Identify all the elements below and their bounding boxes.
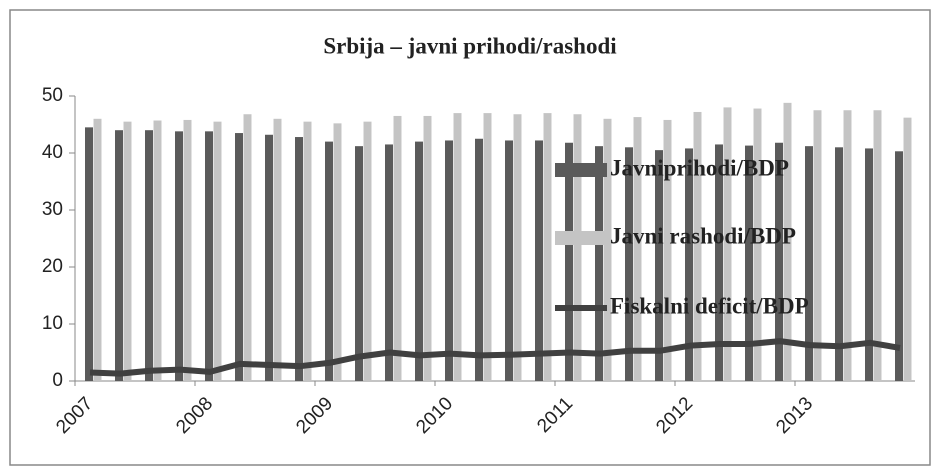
y-tick-label: 20: [42, 256, 63, 277]
bar: [445, 140, 453, 381]
bar: [595, 146, 603, 381]
legend-key: [555, 231, 607, 245]
bar: [325, 141, 333, 381]
bar: [183, 119, 192, 381]
bar: [843, 110, 852, 381]
bar: [265, 134, 273, 381]
y-tick-label: 0: [52, 370, 63, 391]
y-tick-label: 50: [42, 85, 63, 106]
bar: [535, 140, 543, 381]
bar: [805, 146, 813, 381]
bar: [813, 110, 822, 381]
bar: [93, 118, 102, 382]
y-tick-label: 10: [42, 313, 63, 334]
bar: [685, 148, 693, 381]
bar: [543, 113, 552, 381]
bar: [715, 144, 723, 381]
chart-title: Srbija – javni prihodi/rashodi: [323, 33, 617, 58]
bar: [483, 113, 492, 381]
line: [89, 338, 901, 377]
bar: [505, 140, 513, 381]
bar: [903, 117, 912, 381]
bar: [745, 145, 753, 381]
bar: [513, 114, 522, 382]
y-tick-label: 30: [42, 199, 63, 220]
bar: [415, 141, 423, 381]
y-tick-label: 40: [42, 142, 63, 163]
bar: [895, 151, 903, 381]
bar: [153, 120, 162, 381]
bar: [783, 102, 792, 381]
bar: [175, 131, 183, 381]
bar: [565, 142, 573, 381]
bar: [453, 113, 462, 381]
legend-label: Javni rashodi/BDP: [610, 223, 796, 248]
bar: [385, 144, 393, 381]
bar: [295, 137, 303, 381]
bar: [355, 146, 363, 381]
bar: [603, 118, 612, 382]
bar: [123, 121, 132, 382]
bar: [625, 147, 633, 381]
bar: [475, 138, 483, 381]
bar: [573, 114, 582, 382]
bar: [273, 118, 282, 382]
legend-label: Javniprihodi/BDP: [610, 155, 789, 180]
bar: [663, 119, 672, 381]
bar: [213, 121, 222, 382]
bar: [865, 148, 873, 381]
bar: [243, 114, 252, 382]
bar: [115, 130, 123, 381]
bar: [205, 131, 213, 381]
bar: [723, 107, 732, 382]
legend-key: [555, 163, 607, 177]
bar: [775, 142, 783, 381]
bar: [633, 117, 642, 381]
bar: [655, 150, 663, 381]
bar: [145, 130, 153, 381]
bar: [423, 115, 432, 381]
bar: [333, 123, 342, 382]
bar: [393, 115, 402, 381]
bar: [835, 147, 843, 381]
bar: [693, 111, 702, 382]
legend-label: Fiskalni deficit/BDP: [610, 293, 809, 318]
bar: [753, 108, 762, 381]
bar: [85, 127, 93, 381]
bar: [363, 121, 372, 382]
bar: [873, 110, 882, 381]
bar: [235, 133, 243, 381]
bar: [303, 121, 312, 382]
